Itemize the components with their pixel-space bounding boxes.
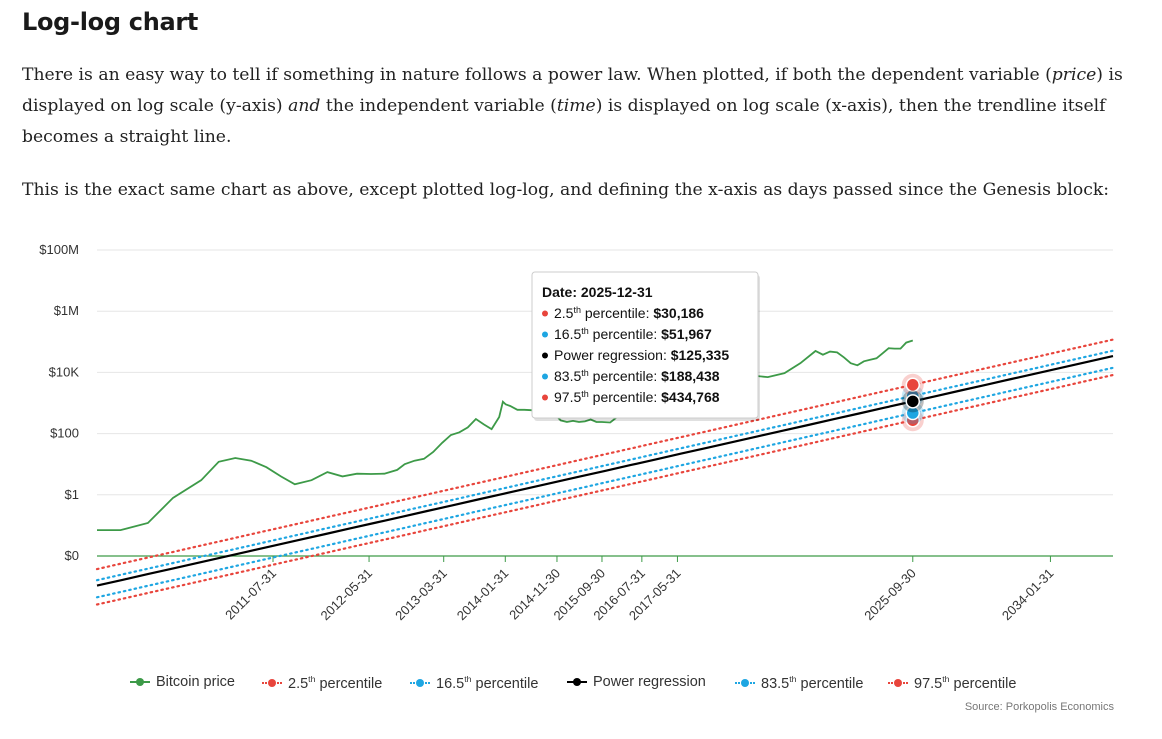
legend-item-regression[interactable]: Power regression — [567, 674, 706, 690]
intro-paragraph: There is an easy way to tell if somethin… — [22, 60, 1142, 153]
y-axis: $100M $1M $10K $100 $1 $0 — [39, 242, 79, 563]
x-tick-label: 2025-09-30 — [861, 566, 919, 624]
tooltip-row-p16_5: 16.5th percentile: $51,967 — [554, 326, 712, 342]
legend-label: 97.5th percentile — [914, 674, 1017, 692]
grid-lines — [97, 249, 1113, 557]
tooltip-bullet-p83_5 — [542, 373, 548, 380]
x-tick-label: 2013-03-31 — [392, 566, 450, 624]
x-tick-label: 2012-05-31 — [318, 566, 376, 624]
legend-item-p16_5[interactable]: 16.5th percentile — [410, 674, 538, 692]
legend-swatch-regression — [567, 677, 587, 687]
series-p2_5 — [95, 373, 1115, 606]
intro-text-e: the independent variable ( — [320, 96, 557, 116]
series-p83_5 — [95, 349, 1115, 582]
intro-text-g: ) is displayed on log scale (x-axis), th… — [22, 96, 1106, 147]
tooltip-row-p97_5: 97.5th percentile: $434,768 — [554, 389, 720, 405]
y-tick-label: $100 — [50, 426, 79, 441]
legend-swatch-p16_5 — [410, 678, 430, 688]
legend-item-p97_5[interactable]: 97.5th percentile — [888, 674, 1016, 692]
intro-text-c: ) is displayed on log scale (y-axis) — [22, 65, 1123, 116]
legend-item-p2_5[interactable]: 2.5th percentile — [262, 674, 382, 692]
legend-label: 16.5th percentile — [436, 674, 539, 692]
y-tick-label: $10K — [49, 364, 80, 379]
tooltip-bullet-p2_5 — [542, 310, 548, 317]
tooltip-row-p2_5: 2.5th percentile: $30,186 — [554, 305, 704, 321]
series-p16_5 — [95, 366, 1115, 599]
x-tick-label: 2014-01-31 — [454, 566, 512, 624]
tooltip-row-regression: Power regression: $125,335 — [554, 347, 729, 363]
x-axis: 2011-07-31 2012-05-31 2013-03-31 2014-01-31… — [222, 556, 1057, 624]
intro-text-time: time — [556, 96, 596, 116]
tooltip-bullet-p16_5 — [542, 331, 548, 338]
legend-swatch-p97_5 — [888, 678, 908, 688]
series-p97_5 — [95, 338, 1115, 571]
tooltip: Date: 2025-12-31 2.5th percentile: $30,18… — [531, 271, 760, 421]
legend-swatch-p83_5 — [735, 678, 755, 688]
legend-swatch-p2_5 — [262, 678, 282, 688]
intro-text-and: and — [288, 96, 321, 116]
legend-label: 2.5th percentile — [288, 674, 383, 692]
legend-label: Bitcoin price — [156, 674, 235, 690]
tooltip-bullet-p97_5 — [542, 394, 548, 401]
tooltip-box — [531, 271, 759, 419]
legend-item-bitcoin[interactable]: Bitcoin price — [130, 674, 235, 690]
series-bitcoin — [97, 339, 914, 531]
tooltip-row-p83_5: 83.5th percentile: $188,438 — [554, 368, 720, 384]
hover-markers — [901, 373, 924, 432]
marker-regression — [905, 394, 921, 409]
y-tick-label: $0 — [65, 548, 79, 563]
marker-p97_5 — [905, 377, 921, 393]
y-tick-label: $1 — [65, 487, 79, 502]
log-log-chart[interactable]: $100M$1M$10K$100$1$0 2011-07-31 2012-05-3… — [0, 230, 1162, 670]
x-tick-label: 2034-01-31 — [999, 566, 1057, 624]
tooltip-date: Date: 2025-12-31 — [542, 284, 653, 300]
tooltip-bullet-regression — [542, 352, 548, 359]
legend-label: 83.5th percentile — [761, 674, 864, 692]
y-tick-label: $100M — [39, 242, 79, 257]
series-regression — [96, 355, 1114, 587]
chart-description: This is the exact same chart as above, e… — [22, 180, 1110, 200]
legend-item-p83_5[interactable]: 83.5th percentile — [735, 674, 863, 692]
page-title: Log-log chart — [22, 8, 199, 36]
legend-label: Power regression — [593, 674, 706, 690]
y-tick-label: $1M — [54, 303, 79, 318]
legend-swatch-bitcoin — [130, 677, 150, 687]
intro-text-a: There is an easy way to tell if somethin… — [22, 65, 1052, 85]
source-note: Source: Porkopolis Economics — [964, 701, 1114, 713]
intro-text-price: price — [1051, 65, 1097, 85]
